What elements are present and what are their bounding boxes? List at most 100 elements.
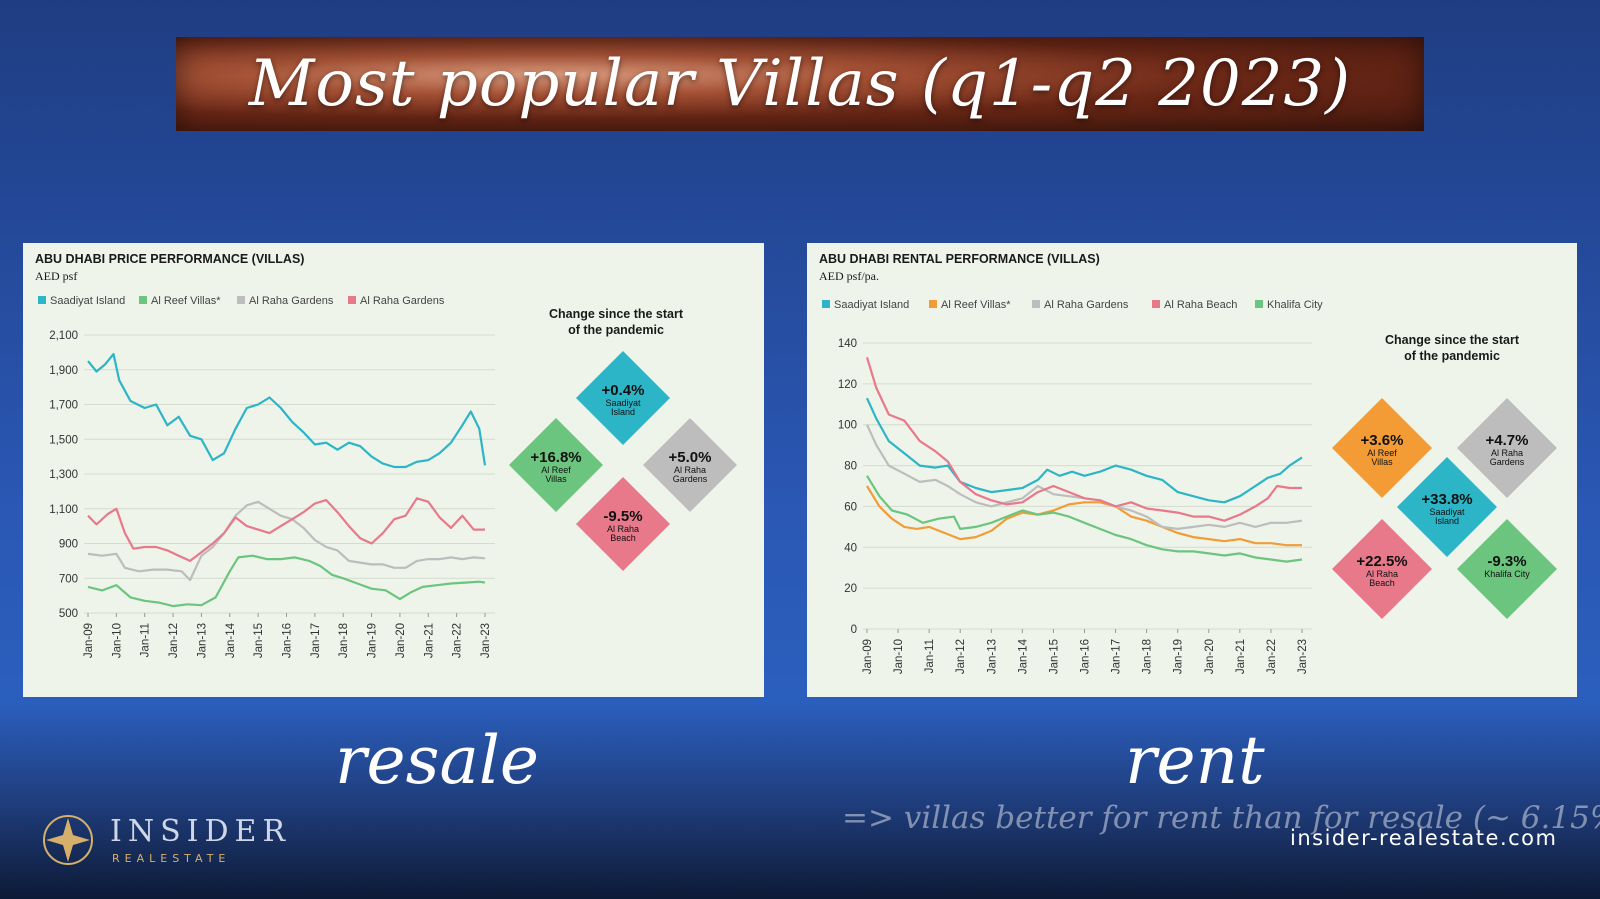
change-label: Al Raha [1491, 448, 1523, 458]
x-tick-label: Jan-20 [395, 623, 407, 658]
y-tick-label: 0 [851, 624, 857, 636]
change-value: -9.3% [1487, 553, 1526, 570]
x-tick-label: Jan-12 [168, 623, 180, 658]
series-line [866, 485, 1302, 547]
change-label: Island [1435, 516, 1459, 526]
chart-subtitle: AED psf [35, 269, 77, 283]
change-label: Beach [610, 533, 636, 543]
title-banner: Most popular Villas (q1-q2 2023) [176, 37, 1424, 131]
diamond-shape [1457, 398, 1557, 498]
series-line [87, 554, 486, 608]
x-tick-label: Jan-11 [140, 623, 152, 657]
x-tick-label: Jan-22 [452, 623, 464, 658]
legend-label: Al Raha Gardens [360, 295, 445, 307]
change-label: Khalifa City [1484, 569, 1530, 579]
compass-star-icon [43, 815, 93, 865]
price-chart: ABU DHABI PRICE PERFORMANCE (VILLAS) AED … [35, 252, 737, 658]
legend-swatch [929, 300, 937, 308]
y-tick-label: 1,900 [49, 365, 78, 377]
y-tick-label: 2,100 [49, 330, 78, 342]
x-tick-label: Jan-19 [367, 623, 379, 658]
series-line [865, 397, 1303, 504]
change-label: Al Reef [541, 465, 571, 475]
legend-swatch [822, 300, 830, 308]
x-tick-label: Jan-15 [253, 623, 265, 658]
diamond-shape [1332, 519, 1432, 619]
company-logo: INSIDER REALESTATE [40, 810, 290, 870]
logo-name: INSIDER [110, 814, 292, 849]
diamond-shape [643, 418, 737, 512]
change-label: Gardens [1490, 457, 1525, 467]
x-tick-label: Jan-10 [111, 623, 123, 658]
legend-swatch [1032, 300, 1040, 308]
logo-sub: REALESTATE [112, 852, 231, 865]
y-tick-label: 1,700 [49, 400, 78, 412]
change-label: Al Raha [607, 524, 639, 534]
y-tick-label: 20 [844, 583, 857, 595]
website-url[interactable]: insider-realestate.com [1290, 826, 1558, 850]
legend-label: Al Reef Villas* [151, 295, 221, 307]
series-line [87, 497, 485, 562]
x-tick-label: Jan-20 [1204, 639, 1216, 674]
change-value: -9.5% [603, 508, 642, 525]
legend-label: Al Reef Villas* [941, 299, 1011, 311]
x-tick-label: Jan-18 [338, 623, 350, 658]
rental-chart-panel: ABU DHABI RENTAL PERFORMANCE (VILLAS) AED… [807, 243, 1577, 697]
x-tick-label: Jan-19 [1173, 639, 1185, 674]
legend-label: Saadiyat Island [834, 299, 909, 311]
x-tick-label: Jan-17 [1111, 639, 1123, 674]
legend-swatch [348, 296, 356, 304]
chart-title: ABU DHABI PRICE PERFORMANCE (VILLAS) [35, 252, 304, 266]
y-tick-label: 1,100 [49, 504, 78, 516]
rent-caption: rent [1125, 722, 1265, 799]
diamond-shape [509, 418, 603, 512]
diamond-shape [1457, 519, 1557, 619]
y-tick-label: 40 [844, 542, 857, 554]
series-line [87, 353, 487, 469]
y-tick-label: 80 [844, 461, 857, 473]
change-title: of the pandemic [1404, 349, 1500, 363]
diamond-shape [576, 477, 670, 571]
page-title: Most popular Villas (q1-q2 2023) [248, 47, 1352, 121]
change-value: +0.4% [602, 382, 645, 399]
change-title: Change since the start [1385, 333, 1520, 347]
change-value: +4.7% [1486, 432, 1529, 449]
x-tick-label: Jan-10 [893, 639, 905, 674]
series-line [865, 356, 1302, 522]
x-tick-label: Jan-22 [1266, 639, 1278, 674]
x-tick-label: Jan-11 [924, 639, 936, 673]
change-label: Villas [545, 474, 567, 484]
change-value: +22.5% [1356, 553, 1407, 570]
x-tick-label: Jan-09 [83, 623, 95, 658]
x-tick-label: Jan-21 [423, 623, 435, 658]
legend-label: Khalifa City [1267, 299, 1323, 311]
legend-swatch [1152, 300, 1160, 308]
x-tick-label: Jan-14 [1017, 638, 1029, 674]
legend-label: Al Raha Beach [1164, 299, 1237, 311]
chart-subtitle: AED psf/pa. [819, 269, 879, 283]
x-tick-label: Jan-18 [1142, 639, 1154, 674]
x-tick-label: Jan-16 [282, 623, 294, 658]
change-label: Beach [1369, 578, 1395, 588]
x-tick-label: Jan-13 [196, 623, 208, 658]
x-tick-label: Jan-23 [480, 623, 492, 658]
series-line [866, 475, 1303, 563]
legend-label: Al Raha Gardens [1044, 299, 1129, 311]
resale-caption: resale [335, 722, 539, 799]
change-label: Villas [1371, 457, 1393, 467]
change-label: Al Reef [1367, 448, 1397, 458]
rental-chart: ABU DHABI RENTAL PERFORMANCE (VILLAS) AED… [819, 252, 1557, 674]
chart-title: ABU DHABI RENTAL PERFORMANCE (VILLAS) [819, 252, 1100, 266]
x-tick-label: Jan-12 [955, 639, 967, 674]
footnote: => villas better for rent than for resal… [842, 800, 1600, 836]
legend-swatch [237, 296, 245, 304]
x-tick-label: Jan-21 [1235, 639, 1247, 674]
change-title: Change since the start [549, 307, 684, 321]
diamond-shape [1332, 398, 1432, 498]
